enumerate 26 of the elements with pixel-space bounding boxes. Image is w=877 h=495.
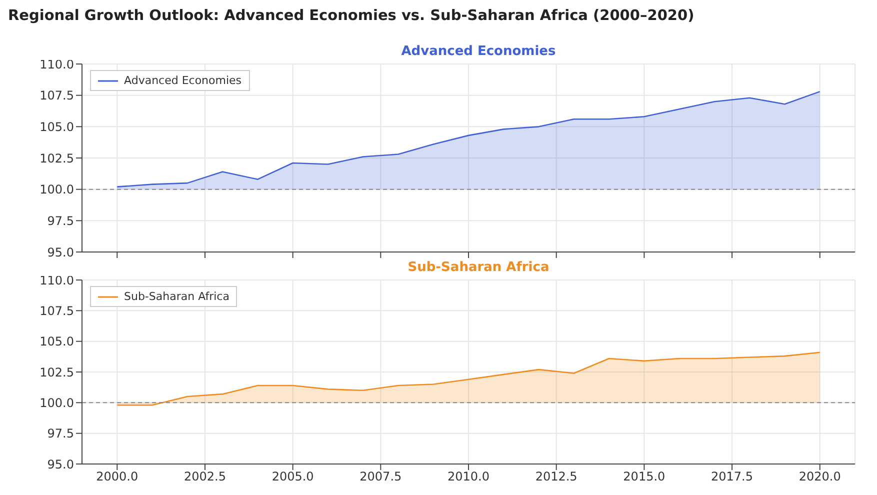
x-tick-label: 2012.5 [535, 470, 578, 484]
x-tick-label: 2002.5 [184, 470, 226, 484]
y-tick-label: 107.5 [40, 88, 74, 103]
legend-label: Advanced Economies [124, 74, 242, 87]
y-tick-label: 100.0 [40, 396, 74, 410]
x-tick-label: 2020.0 [798, 470, 841, 484]
y-tick-label: 102.5 [40, 365, 74, 380]
x-tick-label: 2010.0 [448, 470, 490, 484]
x-tick-label: 2015.0 [623, 470, 666, 484]
y-tick-label: 105.0 [40, 120, 74, 134]
y-tick-label: 102.5 [40, 151, 74, 166]
y-tick-label: 97.5 [47, 214, 74, 228]
y-tick-label: 105.0 [40, 334, 74, 349]
chart-title: Sub-Saharan Africa [406, 260, 550, 276]
chart-title: Regional Growth Outlook: Advanced Economies vs. Sub-Saharan Africa (2000–2020) [8, 8, 696, 26]
chart-subtitle: Advanced Economies [400, 44, 557, 60]
x-tick-label: 2017.5 [711, 470, 754, 484]
y-tick-label: 107.5 [40, 304, 74, 318]
y-tick-label: 95.0 [47, 245, 74, 260]
y-tick-label: 97.5 [47, 426, 74, 441]
x-tick-label: 2005.0 [272, 470, 314, 484]
x-tick-label: 2000.0 [96, 470, 138, 484]
y-tick-label: 95.0 [47, 457, 74, 472]
y-tick-label: 100.0 [40, 182, 74, 197]
legend-label: Sub-Saharan Africa [124, 290, 230, 303]
x-tick-label: 2007.5 [360, 470, 402, 484]
